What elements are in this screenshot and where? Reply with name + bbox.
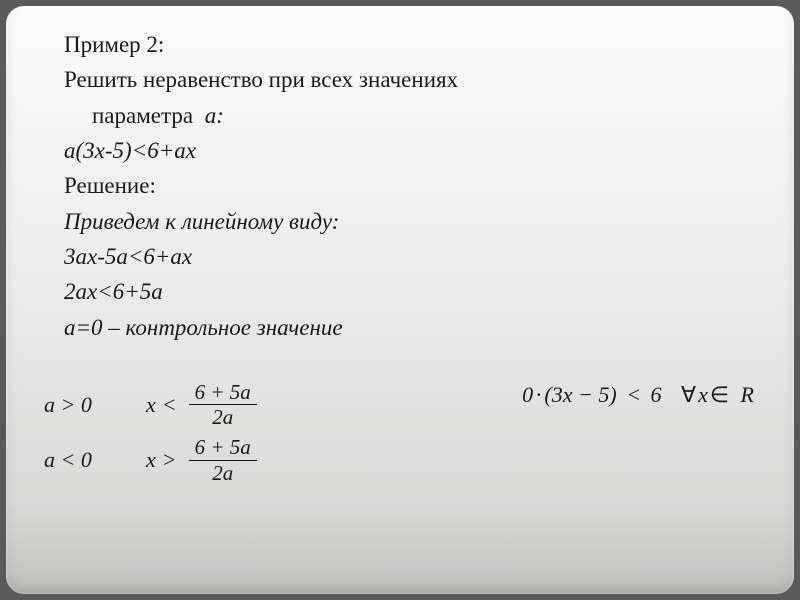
forall-symbol: ∀ <box>681 382 696 407</box>
case-2-numerator: 6 + 5a <box>189 435 257 459</box>
rhs-formula: 0·(3x − 5) < 6 ∀x∈ R <box>522 382 754 408</box>
case-1-denominator: 2a <box>206 405 239 429</box>
param-text: параметра <box>92 103 193 128</box>
rhs-expr: (3x − 5) <box>544 382 616 407</box>
rhs-lt: < <box>626 382 641 407</box>
case-2-rel: > <box>162 447 177 473</box>
case-2-condition: a < 0 <box>36 447 146 473</box>
problem-statement-line1: Решить неравенство при всех значениях <box>36 63 764 96</box>
rhs-zero: 0 <box>522 382 533 407</box>
transform-label: Приведем к линейному виду: <box>36 205 764 238</box>
rhs-dot: · <box>535 382 542 407</box>
step-2: 2ax<6+5a <box>36 275 764 308</box>
example-title: Пример 2: <box>36 28 764 61</box>
case-1-result: x < 6 + 5a 2a <box>146 380 263 429</box>
rhs-six: 6 <box>651 382 662 407</box>
rhs-set: R <box>741 382 754 407</box>
case-2-fraction: 6 + 5a 2a <box>189 435 257 484</box>
case-2-x: x <box>146 447 156 473</box>
case-1-numerator: 6 + 5a <box>189 380 257 404</box>
case-2-result: x > 6 + 5a 2a <box>146 435 263 484</box>
element-symbol: ∈ <box>710 382 729 407</box>
step-1: 3ax-5a<6+ax <box>36 240 764 273</box>
rhs-x: x <box>698 382 708 407</box>
case-1-x: x <box>146 392 156 418</box>
case-2-denominator: 2a <box>206 461 239 485</box>
case-1-condition: a > 0 <box>36 392 146 418</box>
slide-frame: Пример 2: Решить неравенство при всех зн… <box>0 0 800 600</box>
case-1-rel: < <box>162 392 177 418</box>
case-1-fraction: 6 + 5a 2a <box>189 380 257 429</box>
slide-content: Пример 2: Решить неравенство при всех зн… <box>6 6 794 594</box>
inequality: a(3x-5)<6+ax <box>36 134 764 167</box>
control-value: a=0 – контрольное значение <box>36 311 764 344</box>
case-2: a < 0 x > 6 + 5a 2a <box>36 435 764 484</box>
solution-label: Решение: <box>36 169 764 202</box>
problem-statement-line2: параметра a: <box>36 99 764 132</box>
param-a: a: <box>205 103 224 128</box>
